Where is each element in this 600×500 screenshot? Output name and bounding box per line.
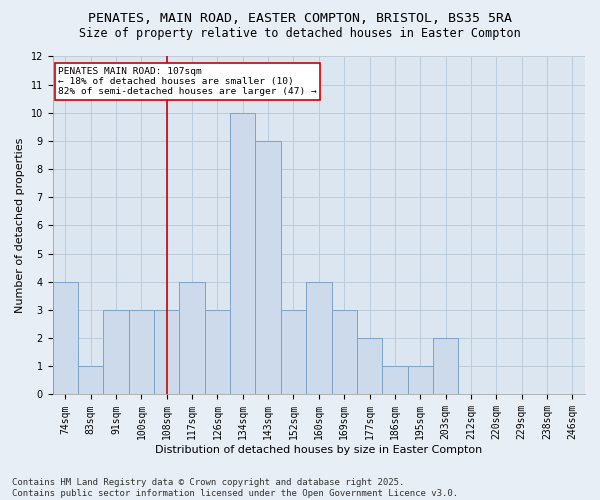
Bar (306, 282, 332, 395)
Bar (357, 338, 382, 394)
Bar (256, 141, 281, 395)
Bar (154, 310, 179, 394)
Bar (382, 366, 407, 394)
Text: Contains HM Land Registry data © Crown copyright and database right 2025.
Contai: Contains HM Land Registry data © Crown c… (12, 478, 458, 498)
Text: PENATES MAIN ROAD: 107sqm
← 18% of detached houses are smaller (10)
82% of semi-: PENATES MAIN ROAD: 107sqm ← 18% of detac… (58, 66, 317, 96)
Text: Size of property relative to detached houses in Easter Compton: Size of property relative to detached ho… (79, 28, 521, 40)
Bar (129, 310, 154, 394)
Y-axis label: Number of detached properties: Number of detached properties (15, 138, 25, 313)
X-axis label: Distribution of detached houses by size in Easter Compton: Distribution of detached houses by size … (155, 445, 482, 455)
Bar (281, 310, 306, 394)
Text: PENATES, MAIN ROAD, EASTER COMPTON, BRISTOL, BS35 5RA: PENATES, MAIN ROAD, EASTER COMPTON, BRIS… (88, 12, 512, 26)
Bar (103, 310, 129, 394)
Bar (407, 366, 433, 394)
Bar (78, 366, 103, 394)
Bar (230, 113, 256, 394)
Bar (179, 282, 205, 395)
Bar (205, 310, 230, 394)
Bar (433, 338, 458, 394)
Bar (332, 310, 357, 394)
Bar (53, 282, 78, 395)
